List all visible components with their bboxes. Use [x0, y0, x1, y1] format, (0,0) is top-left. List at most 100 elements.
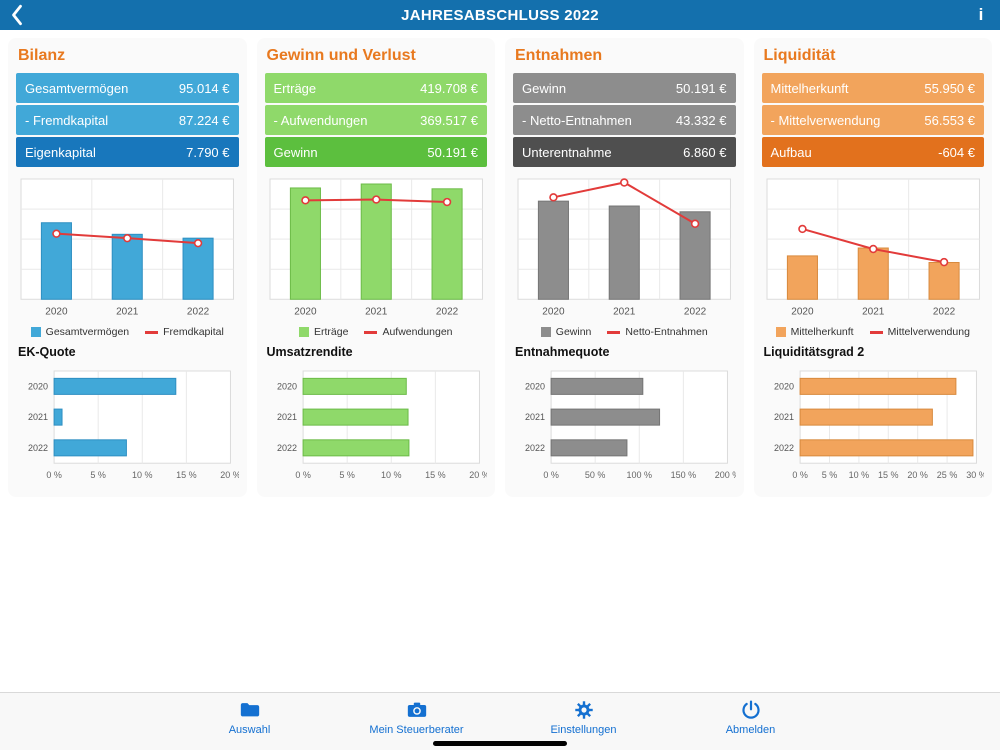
value-row-label: - Netto-Entnahmen [522, 112, 632, 128]
legend-item: Mittelverwendung [869, 326, 970, 339]
svg-text:0 %: 0 % [46, 471, 62, 481]
legend-label: Gewinn [555, 326, 592, 339]
legend-label: Mittelverwendung [887, 326, 970, 339]
svg-text:30 %: 30 % [966, 471, 984, 481]
value-row: Gewinn 50.191 € [513, 73, 736, 103]
value-row: Eigenkapital 7.790 € [16, 137, 239, 167]
chart-legend: Erträge Aufwendungen [265, 326, 488, 338]
card-gewinn-und-verlust: Gewinn und Verlust Erträge 419.708 € - A… [256, 38, 495, 497]
chart-legend: Gewinn Netto-Entnahmen [513, 326, 736, 338]
svg-text:2020: 2020 [28, 382, 48, 392]
svg-text:2022: 2022 [932, 306, 955, 317]
legend-item: Fremdkapital [145, 326, 224, 338]
combo-chart-liquiditaet: 2020 2021 2022 [766, 178, 980, 317]
svg-text:2020: 2020 [525, 382, 545, 392]
info-icon: i [978, 5, 984, 24]
legend-swatch [607, 330, 621, 334]
svg-text:0 %: 0 % [792, 471, 808, 481]
value-row: - Fremdkapital 87.224 € [16, 105, 239, 135]
value-row-label: Gewinn [522, 80, 567, 96]
back-button[interactable] [10, 3, 24, 27]
tab-auswahl[interactable]: Auswahl [166, 693, 333, 750]
legend-swatch [299, 327, 309, 338]
dashboard: Bilanz Gesamtvermögen 95.014 € - Fremdka… [0, 30, 1000, 505]
card-title: Bilanz [18, 47, 66, 64]
svg-text:2020: 2020 [294, 306, 317, 317]
svg-text:2020: 2020 [791, 306, 814, 317]
subchart-title: Entnahmequote [515, 345, 610, 360]
value-row: Erträge 419.708 € [264, 73, 487, 103]
value-row-value: 43.332 € [675, 112, 727, 128]
value-row-value: 55.950 € [924, 80, 975, 96]
chart-legend: Gesamtvermögen Fremdkapital [16, 326, 239, 338]
svg-text:2021: 2021 [365, 306, 388, 317]
combo-chart-bilanz: 2020 2021 2022 [20, 178, 234, 317]
combo-chart-entnahmen: 2020 2021 2022 [517, 178, 731, 317]
card-liquiditaet: Liquidität Mittelherkunft 55.950 € - Mit… [753, 38, 992, 497]
hbar-chart-umsatzrendite: 0 % 5 % 10 % 15 % 20 % 2020 2021 2022 [277, 370, 487, 481]
svg-text:2021: 2021 [525, 412, 545, 422]
value-row: - Mittelverwendung 56.553 € [761, 105, 984, 135]
value-row-label: Mittelherkunft [770, 80, 849, 96]
value-row-label: - Mittelverwendung [770, 112, 881, 128]
legend-swatch [869, 330, 883, 334]
tab-abmelden[interactable]: Abmelden [667, 693, 834, 750]
legend-swatch [30, 327, 41, 338]
svg-text:2022: 2022 [435, 306, 458, 317]
info-button[interactable]: i [972, 5, 990, 25]
svg-text:2022: 2022 [525, 443, 545, 453]
value-row-value: 56.553 € [924, 112, 975, 128]
hbar-chart-entnahmequote: 0 % 50 % 100 % 150 % 200 % 2020 2021 2022 [525, 370, 736, 481]
svg-text:20 %: 20 % [469, 471, 487, 481]
value-row: - Aufwendungen 369.517 € [264, 105, 487, 135]
svg-text:15 %: 15 % [425, 471, 446, 481]
svg-text:200 %: 200 % [715, 471, 736, 481]
svg-text:50 %: 50 % [585, 471, 606, 481]
svg-text:10 %: 10 % [848, 471, 869, 481]
svg-text:5 %: 5 % [821, 471, 837, 481]
value-row-label: - Fremdkapital [25, 112, 109, 128]
svg-text:2022: 2022 [28, 443, 48, 453]
value-row: Unterentnahme 6.860 € [513, 137, 736, 167]
svg-text:15 %: 15 % [176, 471, 197, 481]
gear-icon [574, 701, 593, 719]
tab-einstellungen[interactable]: Einstellungen [500, 693, 667, 750]
svg-text:2021: 2021 [277, 412, 297, 422]
svg-text:0 %: 0 % [295, 471, 311, 481]
legend-item: Erträge [299, 326, 348, 338]
value-row-value: 95.014 € [178, 80, 230, 96]
value-row: Gewinn 50.191 € [264, 137, 487, 167]
value-row: Aufbau -604 € [761, 137, 984, 167]
chart-legend: Mittelherkunft Mittelverwendung [762, 326, 985, 338]
value-row-value: 50.191 € [675, 80, 727, 96]
value-row-label: - Aufwendungen [273, 112, 368, 128]
tab-bar: Auswahl Mein Steuerberater [0, 692, 1000, 750]
value-row-label: Eigenkapital [25, 144, 96, 160]
legend-item: Aufwendungen [364, 326, 453, 339]
legend-swatch [540, 327, 551, 338]
svg-text:2021: 2021 [862, 306, 885, 317]
svg-text:10 %: 10 % [381, 471, 402, 481]
svg-text:2021: 2021 [774, 412, 794, 422]
svg-text:25 %: 25 % [936, 471, 957, 481]
legend-label: Erträge [314, 326, 349, 339]
legend-label: Aufwendungen [382, 326, 453, 339]
card-title: Gewinn und Verlust [266, 47, 416, 64]
camera-icon [407, 702, 426, 717]
legend-label: Mittelherkunft [790, 326, 854, 339]
value-row: Gesamtvermögen 95.014 € [16, 73, 239, 103]
svg-text:2020: 2020 [45, 306, 68, 317]
svg-text:2020: 2020 [774, 382, 794, 392]
value-row-value: 50.191 € [427, 144, 478, 160]
tab-mein-steuerberater[interactable]: Mein Steuerberater [333, 693, 500, 750]
home-indicator[interactable] [433, 741, 567, 746]
card-bilanz: Bilanz Gesamtvermögen 95.014 € - Fremdka… [8, 38, 247, 497]
folder-icon [240, 703, 259, 717]
svg-text:20 %: 20 % [907, 471, 928, 481]
legend-label: Gesamtvermögen [45, 326, 130, 339]
subchart-title: Liquiditätsgrad 2 [763, 345, 865, 360]
svg-text:150 %: 150 % [671, 471, 697, 481]
svg-text:2022: 2022 [774, 443, 794, 453]
value-row: - Netto-Entnahmen 43.332 € [513, 105, 736, 135]
top-bar: JAHRESABSCHLUSS 2022 i [0, 0, 1000, 30]
